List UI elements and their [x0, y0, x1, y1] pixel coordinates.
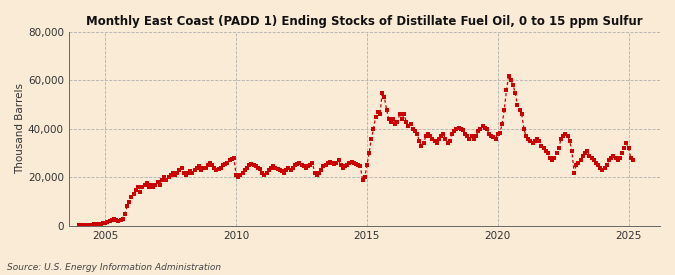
Text: Source: U.S. Energy Information Administration: Source: U.S. Energy Information Administ… — [7, 263, 221, 272]
Title: Monthly East Coast (PADD 1) Ending Stocks of Distillate Fuel Oil, 0 to 15 ppm Su: Monthly East Coast (PADD 1) Ending Stock… — [86, 15, 643, 28]
Y-axis label: Thousand Barrels: Thousand Barrels — [15, 83, 25, 174]
